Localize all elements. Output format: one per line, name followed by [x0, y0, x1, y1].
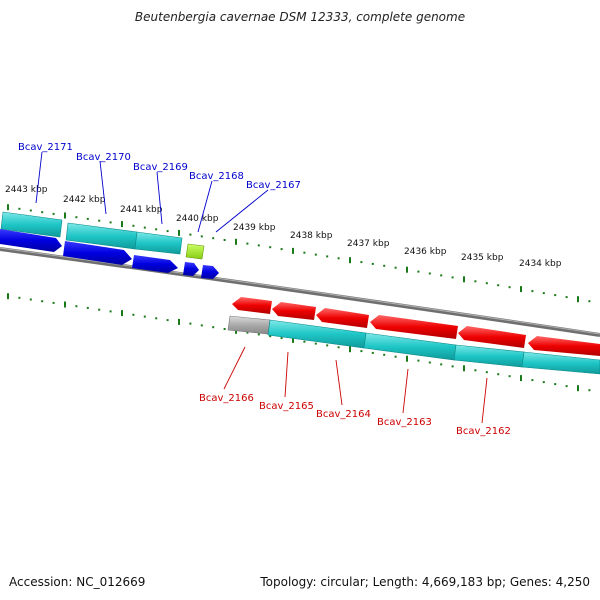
scale-label: 2442 kbp	[63, 195, 106, 205]
gene-label[interactable]: Bcav_2168	[189, 171, 244, 182]
gene-label[interactable]: Bcav_2163	[377, 417, 432, 428]
gene-label[interactable]: Bcav_2165	[259, 401, 314, 412]
reverse-gene-arrow[interactable]	[232, 297, 272, 314]
gene-label[interactable]: Bcav_2170	[76, 152, 131, 163]
forward-gene-arrow[interactable]	[132, 255, 178, 273]
scale-ticks-bottom	[7, 293, 591, 392]
gene-label[interactable]: Bcav_2164	[316, 409, 371, 420]
topology-text: Topology: circular; Length: 4,669,183 bp…	[260, 575, 590, 589]
gene-label[interactable]: Bcav_2167	[246, 180, 301, 191]
scale-label: 2441 kbp	[120, 205, 163, 215]
cds-track-bottom	[227, 315, 600, 375]
forward-gene-arrow[interactable]	[201, 265, 219, 279]
scale-label: 2437 kbp	[347, 239, 390, 249]
rna-feature[interactable]	[185, 243, 205, 260]
scale-label: 2438 kbp	[290, 231, 333, 241]
scale-label: 2439 kbp	[233, 223, 276, 233]
forward-gene-arrow[interactable]	[0, 229, 62, 252]
reverse-gene-arrow[interactable]	[458, 326, 526, 348]
scale-ticks-top	[7, 204, 591, 303]
map-title: Beutenbergia cavernae DSM 12333, complet…	[134, 10, 466, 24]
reverse-gene-arrow[interactable]	[528, 336, 600, 356]
cds-feature[interactable]	[134, 231, 183, 255]
gene-label[interactable]: Bcav_2171	[18, 142, 73, 153]
scale-labels: 2443 kbp 2442 kbp 2441 kbp 2440 kbp 2439…	[5, 185, 562, 269]
forward-gene-arrow[interactable]	[183, 262, 199, 276]
accession-text: Accession: NC_012669	[9, 575, 146, 589]
bottom-gene-labels: Bcav_2166 Bcav_2165 Bcav_2164 Bcav_2163 …	[199, 346, 511, 437]
scale-label: 2435 kbp	[461, 253, 504, 263]
cds-track-top	[0, 211, 183, 255]
reverse-gene-track	[232, 297, 600, 356]
reverse-gene-arrow[interactable]	[316, 308, 369, 328]
forward-gene-track	[0, 229, 219, 279]
reverse-gene-arrow[interactable]	[272, 302, 316, 320]
genome-backbone	[0, 247, 600, 337]
scale-label: 2436 kbp	[404, 247, 447, 257]
gene-label[interactable]: Bcav_2162	[456, 426, 511, 437]
cds-feature[interactable]	[453, 344, 525, 368]
reverse-gene-arrow[interactable]	[370, 315, 458, 339]
scale-label: 2434 kbp	[519, 259, 562, 269]
cds-feature[interactable]	[521, 351, 600, 375]
scale-label: 2440 kbp	[176, 214, 219, 224]
top-gene-labels: Bcav_2171 Bcav_2170 Bcav_2169 Bcav_2168 …	[18, 142, 301, 233]
forward-gene-arrow[interactable]	[63, 241, 132, 265]
gene-label[interactable]: Bcav_2169	[133, 162, 188, 173]
pseudo-feature[interactable]	[227, 315, 271, 335]
scale-label: 2443 kbp	[5, 185, 48, 195]
gene-label[interactable]: Bcav_2166	[199, 393, 254, 404]
cds-feature[interactable]	[0, 211, 63, 238]
